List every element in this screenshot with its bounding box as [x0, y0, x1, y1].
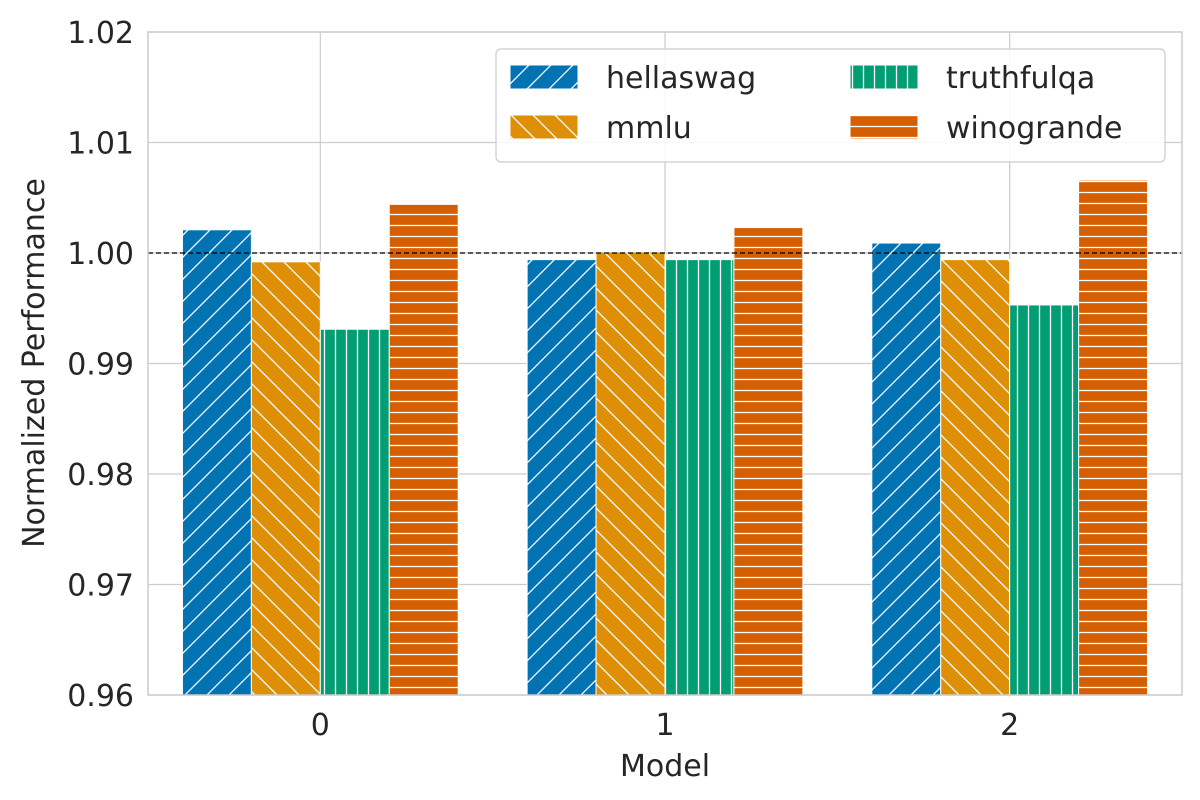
bar-mmlu-model-0 [250, 261, 321, 696]
bar-truthfulqa-model-1 [664, 259, 735, 696]
bar-truthfulqa-model-0 [319, 328, 390, 696]
legend-swatch-winogrande [849, 114, 919, 140]
y-tick-label: 0.99 [67, 348, 134, 383]
bar-winogrande-model-2 [1078, 179, 1149, 696]
bars [181, 179, 1149, 696]
legend-swatch-mmlu [509, 114, 579, 140]
bar-winogrande-model-0 [388, 203, 459, 696]
y-tick-label: 0.96 [67, 679, 134, 714]
bar-hellaswag-model-0 [181, 229, 252, 696]
y-tick-label: 1.02 [67, 16, 134, 51]
bar-truthfulqa-model-2 [1009, 304, 1080, 696]
bar-mmlu-model-1 [595, 251, 666, 696]
y-tick-label: 0.98 [67, 458, 134, 493]
bar-mmlu-model-2 [940, 259, 1011, 696]
bar-hellaswag-model-1 [526, 259, 597, 696]
legend-label-truthfulqa: truthfulqa [946, 61, 1095, 96]
legend-frame [495, 48, 1166, 163]
y-axis-title: Normalized Performance [17, 178, 52, 548]
legend: hellaswag mmlu truthfulqa winogrande [495, 48, 1166, 163]
y-tick-label: 1.00 [67, 237, 134, 272]
x-tick-label: 0 [311, 708, 330, 743]
y-tick-label: 0.97 [67, 569, 134, 604]
legend-swatch-hellaswag [509, 64, 579, 90]
y-tick-label: 1.01 [67, 127, 134, 162]
plot-frame [147, 31, 1183, 696]
x-tick-label: 1 [655, 708, 674, 743]
legend-label-mmlu: mmlu [606, 111, 692, 146]
x-tick-label: 2 [1000, 708, 1019, 743]
legend-label-hellaswag: hellaswag [606, 61, 756, 96]
legend-label-winogrande: winogrande [946, 111, 1123, 146]
bar-hellaswag-model-2 [871, 242, 942, 696]
legend-swatch-truthfulqa [849, 64, 919, 90]
bar-winogrande-model-1 [733, 227, 804, 696]
y-axis: 0.96 0.97 0.98 0.99 1.00 1.01 1.02 [67, 16, 134, 714]
x-axis: 0 1 2 [311, 708, 1019, 743]
x-axis-title: Model [620, 749, 710, 784]
